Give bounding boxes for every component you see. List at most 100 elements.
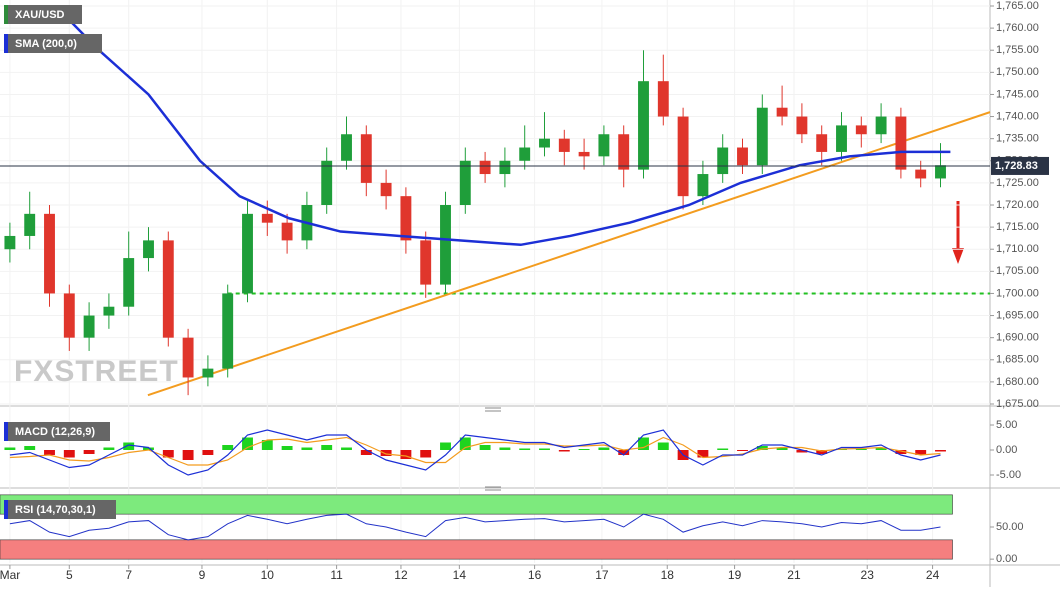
candle-body — [341, 134, 352, 161]
histogram-bar — [598, 447, 610, 450]
candle-body — [123, 258, 135, 307]
last-price-box — [991, 156, 1049, 175]
histogram-bar — [499, 447, 511, 450]
y-tick-label: -5.00 — [996, 469, 1021, 481]
y-tick-label: 1,755.00 — [996, 44, 1039, 56]
candle-body — [776, 107, 788, 117]
candle-body — [677, 116, 689, 197]
candle-body — [519, 147, 531, 161]
histogram-bar — [24, 446, 36, 450]
last-price-label: 1,728.83 — [995, 160, 1038, 172]
candle-body — [697, 174, 709, 197]
y-tick-label: 1,675.00 — [996, 398, 1039, 410]
y-tick-label: 1,715.00 — [996, 221, 1039, 233]
sma-line — [54, 5, 951, 247]
histogram-bar — [796, 450, 808, 453]
histogram-bar — [400, 450, 412, 459]
legend-swatch — [4, 422, 8, 441]
candle-body — [321, 160, 333, 205]
histogram-bar — [44, 450, 55, 455]
candle-body — [657, 81, 669, 117]
candle-body — [935, 165, 946, 179]
histogram-bar — [638, 437, 649, 450]
candle-body — [816, 134, 828, 152]
y-tick-label: 0.00 — [996, 444, 1017, 456]
legend-box — [4, 422, 110, 441]
y-tick-label: 1,740.00 — [996, 110, 1039, 122]
y-tick-label: 1,700.00 — [996, 287, 1039, 299]
histogram-bar — [459, 437, 471, 450]
histogram-bar — [162, 450, 174, 458]
x-tick-label: Mar — [0, 568, 20, 582]
candle-body — [578, 151, 590, 157]
histogram-bar — [222, 445, 234, 450]
histogram-bar — [281, 446, 293, 450]
histogram-bar — [618, 450, 630, 455]
legend-box — [4, 5, 82, 24]
candle-body — [380, 182, 392, 197]
histogram-bar — [875, 447, 887, 450]
legend-label: XAU/USD — [15, 9, 65, 21]
histogram-bar — [578, 449, 590, 450]
candle-body — [440, 205, 451, 285]
legend-label: SMA (200,0) — [15, 38, 77, 50]
y-tick-label: 5.00 — [996, 419, 1017, 431]
y-tick-label: 1,735.00 — [996, 133, 1039, 145]
y-tick-label: 1,690.00 — [996, 332, 1039, 344]
histogram-bar — [143, 447, 154, 450]
candle-body — [360, 134, 372, 183]
histogram-bar — [360, 450, 372, 455]
histogram-bar — [83, 450, 95, 454]
legend-box — [4, 500, 116, 519]
y-tick-label: 1,725.00 — [996, 177, 1039, 189]
legend-label: RSI (14,70,30,1) — [15, 504, 96, 516]
candle-body — [261, 213, 273, 223]
x-tick-label: 5 — [66, 568, 73, 582]
histogram-bar — [261, 440, 273, 450]
y-tick-label: 1,750.00 — [996, 66, 1039, 78]
y-tick-label: 1,685.00 — [996, 354, 1039, 366]
candle-body — [638, 81, 649, 170]
candle-body — [539, 138, 550, 148]
legend-swatch — [4, 5, 8, 24]
x-tick-label: 11 — [330, 568, 343, 582]
drag-handle[interactable] — [485, 486, 501, 491]
candle-body — [242, 213, 253, 294]
candle-body — [83, 315, 95, 338]
histogram-bar — [103, 447, 115, 450]
histogram-bar — [717, 448, 729, 450]
candle-body — [717, 147, 729, 175]
candle-body — [618, 134, 630, 170]
y-tick-label: 1,680.00 — [996, 376, 1039, 388]
y-tick-label: 1,720.00 — [996, 199, 1039, 211]
x-tick-label: 12 — [394, 568, 408, 582]
histogram-bar — [182, 450, 194, 460]
histogram-bar — [420, 450, 432, 458]
legend-box — [4, 34, 102, 53]
overbought-band — [0, 494, 953, 515]
drag-handle[interactable] — [485, 407, 501, 412]
histogram-bar — [816, 450, 828, 454]
candle-body — [479, 160, 491, 175]
x-tick-label: 21 — [787, 568, 801, 582]
y-tick-label: 1,705.00 — [996, 265, 1039, 277]
x-tick-label: 18 — [661, 568, 675, 582]
rsi-line — [9, 513, 941, 541]
x-tick-label: 19 — [728, 568, 742, 582]
histogram-bar — [479, 445, 491, 450]
histogram-bar — [935, 450, 946, 452]
x-tick-label: 7 — [125, 568, 132, 582]
candle-body — [558, 138, 570, 152]
candle-body — [895, 116, 907, 170]
histogram-bar — [539, 448, 550, 450]
x-tick-label: 17 — [595, 568, 609, 582]
candle-body — [459, 160, 471, 205]
y-tick-label: 1,765.00 — [996, 0, 1039, 12]
histogram-bar — [558, 450, 570, 452]
histogram-bar — [737, 450, 748, 451]
macd-line — [9, 429, 941, 476]
x-tick-label: 16 — [528, 568, 542, 582]
candle-body — [44, 213, 55, 294]
histogram-bar — [697, 450, 709, 458]
